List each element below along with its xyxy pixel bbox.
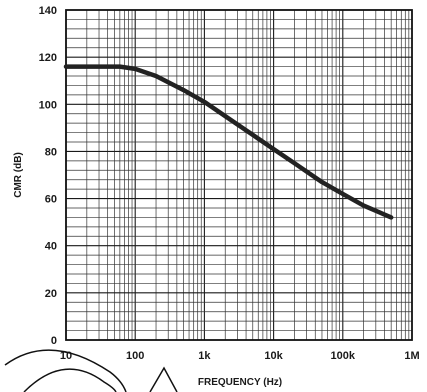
y-tick-label: 60 — [45, 194, 57, 206]
y-tick-labels: 0 20 40 60 80 100 120 140 — [39, 5, 57, 347]
y-axis-label: CMR (dB) — [13, 152, 24, 198]
cmr-series-line — [63, 64, 394, 220]
y-tick-label: 120 — [39, 52, 57, 64]
x-tick-label: 1M — [404, 350, 419, 362]
x-tick-label: 100k — [331, 350, 356, 362]
y-tick-label: 40 — [45, 241, 57, 253]
scribble-curve-inner — [23, 368, 117, 392]
y-tick-label: 140 — [39, 5, 57, 17]
x-tick-label: 1k — [198, 350, 211, 362]
x-tick-labels: 10 100 1k 10k 100k 1M — [60, 350, 420, 362]
scribble-chevron — [149, 366, 178, 392]
grid — [65, 9, 412, 341]
series-layer — [63, 64, 394, 220]
x-tick-label: 100 — [126, 350, 144, 362]
plot-frame — [65, 9, 413, 341]
x-tick-label: 10k — [264, 350, 283, 362]
y-tick-label: 100 — [39, 99, 57, 111]
x-axis-label: FREQUENCY (Hz) — [198, 377, 282, 388]
y-tick-label: 80 — [45, 146, 57, 158]
scribble-marks — [4, 349, 178, 392]
y-tick-label: 20 — [45, 288, 57, 300]
scribble-curve-left — [4, 349, 127, 392]
y-tick-label: 0 — [51, 335, 57, 347]
